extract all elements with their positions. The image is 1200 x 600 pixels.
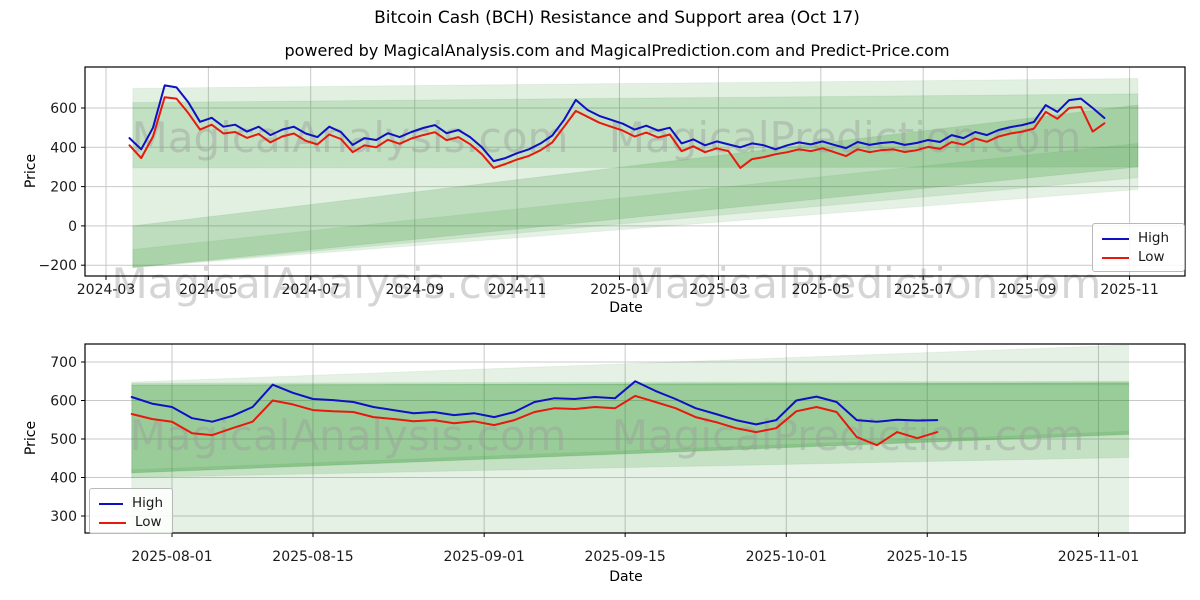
legend-item-low: Low [1102,248,1175,267]
chart-title: Bitcoin Cash (BCH) Resistance and Suppor… [374,8,860,28]
x-tick-label: 2025-09-15 [584,549,665,565]
y-tick-label: 600 [50,101,77,117]
top-chart-legend: High Low [1092,223,1185,272]
legend-item-high: High [1102,229,1175,248]
chart-subtitle: powered by MagicalAnalysis.com and Magic… [284,41,950,60]
bottom-xaxis-label: Date [609,569,643,585]
x-tick-label: 2025-01 [590,282,649,298]
legend-label-high: High [131,494,163,511]
support-resistance-band [132,104,1139,269]
watermark-text: MagicalPrediction.com [609,113,1082,162]
y-tick-label: −200 [39,258,77,274]
low-line [128,96,1106,169]
support-resistance-band [132,78,1139,269]
y-tick-label: 500 [50,432,77,448]
watermark-text: MagicalAnalysis.com [112,259,549,308]
x-tick-label: 2025-05 [792,282,851,298]
high-line [128,84,1106,163]
x-tick-label: 2025-03 [689,282,748,298]
legend-item-low: Low [99,513,163,532]
y-tick-label: 700 [50,355,77,371]
high-line-swatch [99,502,123,505]
y-tick-label: 300 [50,509,77,525]
low-line-swatch [1102,256,1129,259]
x-tick-label: 2025-10-01 [746,549,827,565]
support-resistance-band [131,382,1130,474]
support-resistance-band [132,142,1139,269]
legend-label-low: Low [1138,248,1165,265]
x-tick-label: 2025-11 [1100,282,1159,298]
high-line [130,380,939,426]
watermark-text: MagicalAnalysis.com [132,113,569,162]
x-tick-label: 2024-11 [488,282,547,298]
legend-label-high: High [1138,229,1170,246]
x-tick-label: 2025-10-15 [887,549,968,565]
support-resistance-band [131,380,1130,479]
low-line-swatch [99,521,126,524]
legend-label-low: Low [135,513,162,530]
x-tick-label: 2024-07 [281,282,340,298]
x-tick-label: 2025-09-01 [443,549,524,565]
x-tick-label: 2024-05 [179,282,238,298]
high-line-swatch [1102,237,1129,240]
bottom-yaxis-label: Price [23,420,39,456]
y-tick-label: 0 [68,219,77,235]
y-tick-label: 400 [50,140,77,156]
plot-frame [84,66,1186,277]
y-tick-label: 600 [50,394,77,410]
top-yaxis-label: Price [23,153,39,189]
watermark-text: MagicalPrediction.com [612,411,1085,460]
y-tick-label: 400 [50,471,77,487]
x-tick-label: 2024-03 [77,282,136,298]
top-xaxis-label: Date [609,300,643,316]
x-tick-label: 2025-07 [894,282,953,298]
bottom-chart-legend: High Low [89,488,173,534]
legend-item-high: High [99,494,163,513]
x-tick-label: 2025-11-01 [1058,549,1139,565]
support-resistance-band [131,344,1130,386]
y-tick-label: 200 [50,180,77,196]
x-tick-label: 2025-08-15 [272,549,353,565]
x-tick-label: 2025-08-01 [131,549,212,565]
low-line [130,394,939,447]
x-tick-label: 2025-09 [998,282,1057,298]
watermark-text: MagicalPrediction.com [629,259,1102,308]
x-tick-label: 2024-09 [386,282,445,298]
